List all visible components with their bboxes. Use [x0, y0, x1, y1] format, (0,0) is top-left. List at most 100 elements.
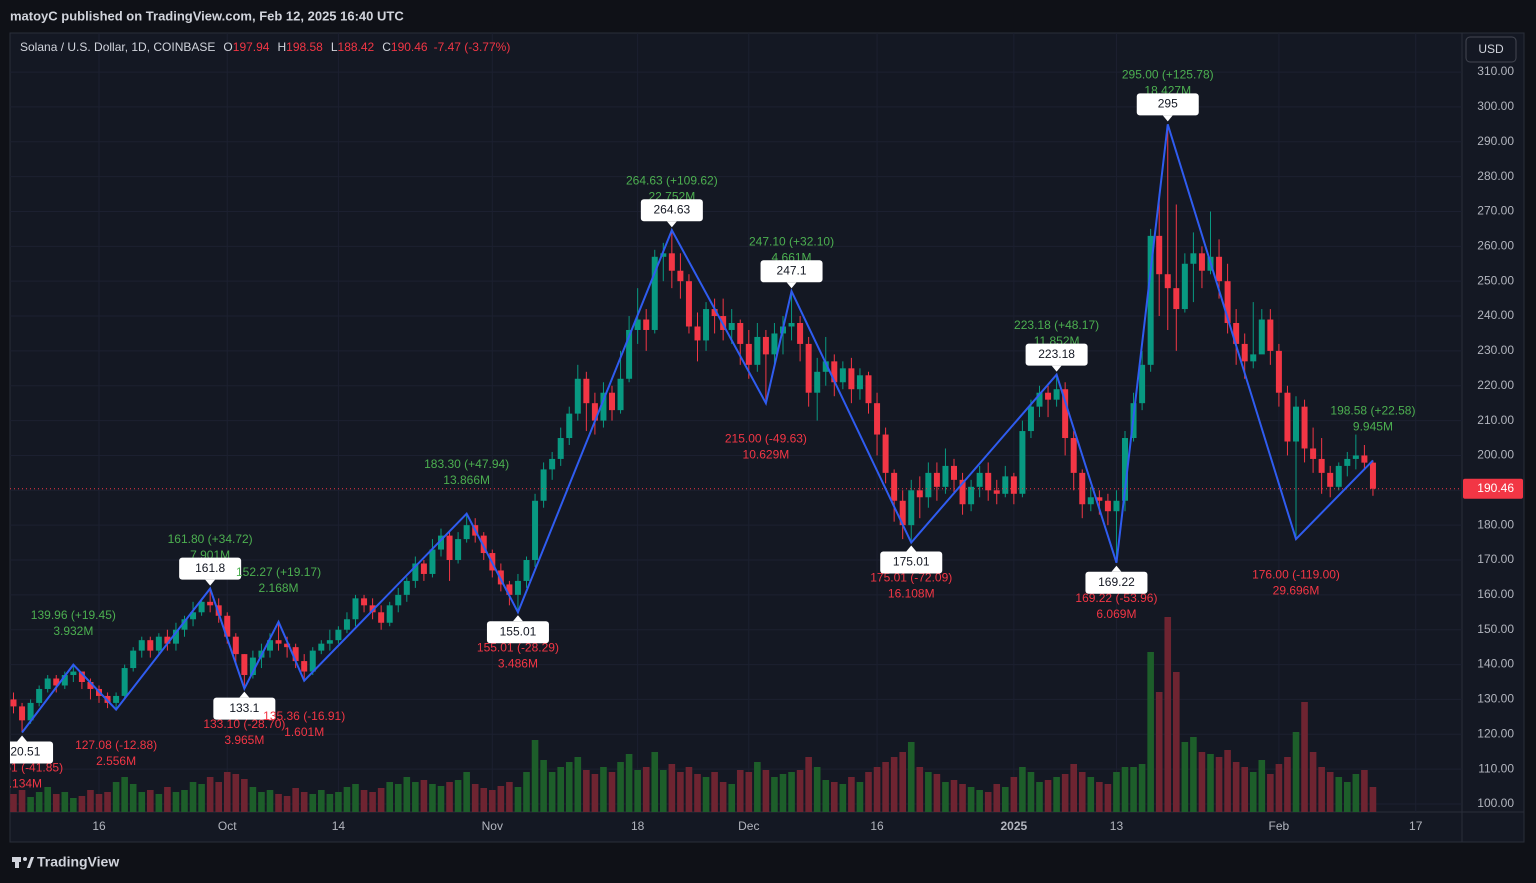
volume-bar: [1309, 752, 1317, 812]
y-tick-label: 150.00: [1477, 622, 1514, 636]
volume-bar: [1292, 732, 1300, 812]
ohlc-value: 190.46: [391, 40, 428, 54]
pivot-label: 155.01 (-28.29): [477, 640, 559, 654]
volume-bar: [343, 787, 351, 812]
candle-body: [814, 371, 821, 393]
volume-bar: [318, 790, 325, 812]
currency-label[interactable]: USD: [1478, 42, 1504, 56]
candle-body: [574, 378, 581, 414]
candle-body: [993, 490, 1000, 494]
candle-body: [882, 434, 889, 473]
x-tick-label: 17: [1409, 819, 1423, 833]
candle-body: [1045, 392, 1052, 400]
candle-body: [1173, 288, 1180, 310]
candle-body: [190, 612, 197, 620]
volume-bar: [694, 774, 701, 812]
candle-body: [1062, 389, 1069, 439]
volume-bar: [394, 784, 402, 812]
pivot-box-label: 264.63: [653, 202, 690, 216]
volume-bar: [309, 794, 317, 812]
volume-bar: [198, 784, 205, 812]
volume-bar: [873, 767, 881, 812]
candle-body: [27, 702, 34, 721]
volume-bar: [779, 774, 787, 812]
volume-bar: [557, 767, 564, 812]
volume-bar: [625, 754, 633, 812]
pivot-label: 176.00 (-119.00): [1252, 567, 1340, 581]
axes: 100.00 110.00 120.00 130.00 140.00 150.00 160.…: [92, 64, 1523, 833]
volume-bar: [78, 796, 86, 812]
candle-body: [113, 695, 120, 703]
candle-body: [164, 636, 171, 644]
y-tick-label: 140.00: [1477, 657, 1514, 671]
candle-body: [1352, 455, 1359, 459]
candle-body: [822, 361, 829, 372]
volume-bar: [540, 760, 547, 812]
candle-body: [378, 612, 385, 623]
candle-body: [1216, 256, 1223, 282]
candle-body: [617, 378, 624, 411]
y-tick-label: 170.00: [1477, 552, 1514, 566]
volume-bar: [642, 767, 650, 812]
candle-body: [36, 688, 43, 703]
volume-bar: [181, 790, 188, 812]
pivot-label: 198.58 (+22.58): [1330, 404, 1415, 418]
volume-bar: [523, 772, 530, 812]
candle-body: [1036, 392, 1043, 407]
candle-body: [241, 654, 248, 676]
y-tick-label: 230.00: [1477, 343, 1514, 357]
volume-bar: [565, 762, 573, 812]
volume-bar: [1044, 780, 1052, 812]
candle-body: [959, 479, 966, 505]
candle-body: [1301, 406, 1308, 449]
volume-bar: [497, 786, 505, 812]
volume-bar: [677, 772, 684, 812]
candle-body: [1310, 448, 1317, 459]
volume-bar: [933, 774, 941, 812]
volume-bar: [754, 762, 761, 812]
candle-body: [1104, 500, 1111, 512]
candle-body: [754, 336, 761, 365]
plot-area: 120.51 (-41.85) 4.134M 120.51 139.96 (+19.4…: [10, 33, 1462, 812]
candle-body: [70, 671, 77, 676]
volume-bar: [420, 780, 428, 812]
ohlc-value: 188.42: [338, 40, 375, 54]
volume-bar: [147, 790, 154, 812]
volume-bar: [215, 782, 222, 812]
candle-body: [1250, 354, 1257, 362]
volume-bar: [1130, 767, 1137, 812]
candle-body: [1010, 476, 1017, 494]
candle-body: [19, 706, 26, 721]
pivot-box-pointer: [512, 615, 523, 622]
volume-bar: [232, 774, 240, 812]
candle-body: [899, 500, 906, 526]
x-tick-label: Nov: [482, 819, 503, 833]
volume-bar: [1002, 787, 1009, 812]
candle-body: [540, 469, 547, 501]
candle-body: [908, 490, 915, 526]
y-tick-label: 220.00: [1477, 378, 1514, 392]
volume-bar: [916, 767, 924, 812]
volume-bar: [608, 772, 616, 812]
volume-bar: [865, 772, 872, 812]
candle-body: [933, 472, 940, 487]
currency-button[interactable]: [1465, 36, 1517, 63]
pivot-box-pointer: [906, 545, 917, 552]
candle-body: [198, 601, 205, 613]
candle-body: [1139, 364, 1146, 404]
volume-bar: [95, 794, 103, 812]
candle-body: [771, 333, 778, 355]
pivot-box: [1136, 93, 1199, 116]
pivot-label: 135.36 (-16.91): [263, 709, 345, 723]
volume-bar: [104, 792, 111, 812]
candle-body: [848, 368, 855, 390]
zigzag-line: [21, 124, 1374, 734]
volume-bar: [1096, 782, 1103, 812]
volume-bar: [1232, 762, 1240, 812]
footer-logo: TradingView: [12, 854, 119, 870]
volume-bar: [950, 780, 958, 812]
volume-bar: [1318, 767, 1325, 812]
volume-bar: [266, 790, 274, 812]
volume-bar: [907, 742, 915, 812]
x-tick-label: 2025: [1000, 819, 1027, 833]
